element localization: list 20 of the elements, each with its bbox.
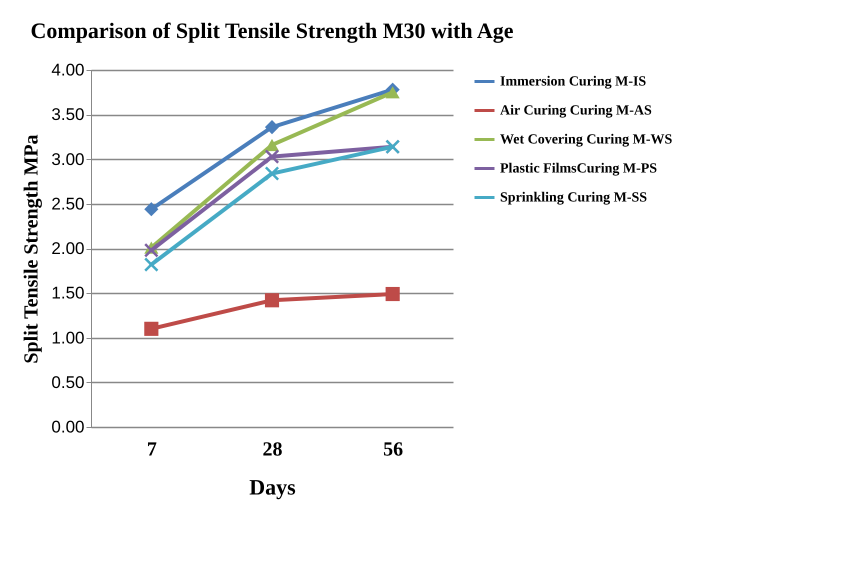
y-tick-label: 1.00 xyxy=(51,328,84,348)
y-tick-label: 0.50 xyxy=(51,372,84,392)
x-tick-label: 56 xyxy=(383,438,404,460)
chart-title: Comparison of Split Tensile Strength M30 with Age xyxy=(30,18,514,43)
y-tick-label: 2.50 xyxy=(51,194,84,214)
y-tick-label: 4.00 xyxy=(51,60,84,80)
y-tick-label: 0.00 xyxy=(51,418,84,436)
x-tick-label: 28 xyxy=(262,438,282,460)
legend-label: Wet Covering Curing M-WS xyxy=(500,132,672,148)
y-tick-label: 3.00 xyxy=(51,150,84,169)
y-tick-label: 1.50 xyxy=(51,284,84,303)
y-tick-label: 2.00 xyxy=(51,239,84,258)
y-axis-title: Split Tensile Strength MPa xyxy=(20,134,42,364)
x-tick-label: 7 xyxy=(146,438,157,460)
y-tick-label: 3.50 xyxy=(51,105,84,124)
legend-label: Air Curing Curing M-AS xyxy=(500,104,652,118)
x-axis-title: Days xyxy=(249,474,296,500)
legend-label: Immersion Curing M-IS xyxy=(500,74,646,90)
legend-label: Plastic FilmsCuring M-PS xyxy=(500,162,658,176)
legend-label: Sprinkling Curing M-SS xyxy=(500,190,648,206)
